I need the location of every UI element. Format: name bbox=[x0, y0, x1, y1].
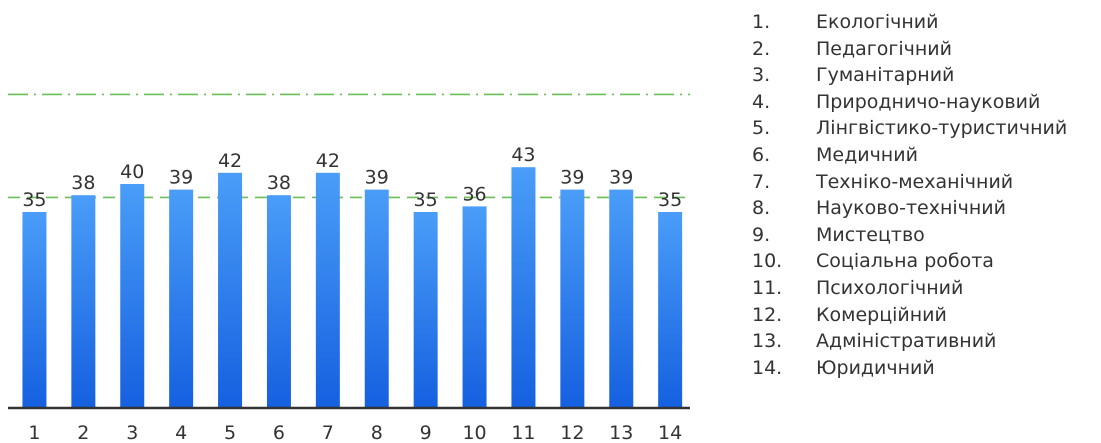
legend-item-1: 1. Екологічний bbox=[752, 9, 1067, 36]
x-tick-label-6: 6 bbox=[273, 422, 285, 443]
legend-item-number: 3. bbox=[752, 64, 771, 87]
legend-item-11: 11. Психологічний bbox=[752, 275, 1067, 302]
bar-9 bbox=[413, 212, 438, 408]
legend-item-4: 4. Природничо-науковий bbox=[752, 89, 1067, 116]
value-label-3: 40 bbox=[120, 161, 144, 183]
bars bbox=[22, 167, 683, 408]
x-tick-label-2: 2 bbox=[77, 422, 89, 443]
legend-item-number: 9. bbox=[752, 223, 771, 246]
x-tick-label-14: 14 bbox=[658, 422, 682, 443]
value-label-10: 36 bbox=[462, 183, 486, 205]
legend-item-8: 8. Науково-технічний bbox=[752, 195, 1067, 222]
legend-item-label: Соціальна робота bbox=[816, 250, 994, 273]
legend-item-label: Юридичний bbox=[816, 356, 935, 379]
bar-10 bbox=[462, 206, 487, 408]
x-tick-label-10: 10 bbox=[462, 422, 486, 443]
x-tick-label-9: 9 bbox=[420, 422, 432, 443]
legend-item-label: Педагогічний bbox=[816, 37, 952, 60]
x-tick-label-13: 13 bbox=[609, 422, 633, 443]
bar-7 bbox=[315, 172, 340, 408]
bar-13 bbox=[609, 189, 634, 408]
legend-item-number: 1. bbox=[752, 11, 771, 33]
bar-5 bbox=[218, 172, 243, 408]
legend-item-13: 13. Адміністративний bbox=[752, 328, 1067, 355]
legend-item-number: 10. bbox=[752, 250, 783, 273]
value-label-5: 42 bbox=[218, 150, 242, 172]
legend-item-14: 14. Юридичний bbox=[752, 355, 1067, 382]
legend-item-6: 6. Медичний bbox=[752, 142, 1067, 169]
bar-8 bbox=[364, 189, 389, 408]
value-labels: 35 38 40 39 42 38 42 39 35 36 43 39 39 35 bbox=[22, 144, 682, 211]
legend-item-number: 2. bbox=[752, 37, 771, 60]
legend-item-number: 11. bbox=[752, 276, 783, 299]
x-tick-label-11: 11 bbox=[511, 422, 535, 443]
bar-2 bbox=[71, 195, 96, 408]
legend-item-number: 4. bbox=[752, 90, 771, 113]
legend: 1. Екологічний 2. Педагогічний 3. Гуманітарни… bbox=[752, 9, 1067, 381]
x-tick-label-8: 8 bbox=[371, 422, 383, 443]
bar-14 bbox=[658, 212, 683, 408]
value-label-11: 43 bbox=[511, 144, 535, 166]
legend-item-label: Психологічний bbox=[816, 276, 964, 299]
legend-item-number: 5. bbox=[752, 117, 771, 140]
legend-item-2: 2. Педагогічний bbox=[752, 36, 1067, 63]
x-tick-labels: 1 2 3 4 5 6 7 8 9 10 11 12 13 14 bbox=[28, 422, 682, 443]
legend-item-7: 7. Техніко-механічний bbox=[752, 169, 1067, 196]
legend-item-number: 8. bbox=[752, 197, 771, 220]
value-label-4: 39 bbox=[169, 167, 193, 189]
x-tick-label-1: 1 bbox=[28, 422, 40, 443]
value-label-14: 35 bbox=[658, 189, 682, 211]
legend-item-9: 9. Мистецтво bbox=[752, 222, 1067, 249]
value-label-13: 39 bbox=[609, 167, 633, 189]
value-label-1: 35 bbox=[22, 189, 46, 211]
bar-12 bbox=[560, 189, 585, 408]
legend-item-label: Лінгвістико-туристичний bbox=[816, 117, 1068, 140]
x-tick-label-4: 4 bbox=[175, 422, 187, 443]
legend-item-number: 13. bbox=[752, 330, 783, 353]
x-tick-label-12: 12 bbox=[560, 422, 584, 443]
legend-item-label: Адміністративний bbox=[816, 330, 997, 353]
legend-item-label: Природничо-науковий bbox=[816, 90, 1041, 113]
value-label-8: 39 bbox=[365, 167, 389, 189]
bar-11 bbox=[511, 167, 536, 408]
bar-6 bbox=[266, 195, 291, 408]
legend-item-number: 12. bbox=[752, 303, 783, 326]
legend-item-label: Гуманітарний bbox=[816, 64, 955, 87]
bar-1 bbox=[22, 212, 47, 408]
legend-item-label: Медичний bbox=[816, 143, 918, 166]
legend-item-number: 14. bbox=[752, 356, 783, 379]
legend-item-label: Техніко-механічний bbox=[816, 170, 1014, 193]
legend-item-10: 10. Соціальна робота bbox=[752, 248, 1067, 275]
legend-item-number: 6. bbox=[752, 143, 771, 166]
legend-item-12: 12. Комерційний bbox=[752, 302, 1067, 329]
legend-item-3: 3. Гуманітарний bbox=[752, 62, 1067, 89]
value-label-6: 38 bbox=[267, 172, 291, 194]
value-label-7: 42 bbox=[316, 150, 340, 172]
value-label-12: 39 bbox=[560, 167, 584, 189]
legend-item-number: 7. bbox=[752, 170, 771, 193]
value-label-9: 35 bbox=[414, 189, 438, 211]
legend-item-5: 5. Лінгвістико-туристичний bbox=[752, 115, 1067, 142]
value-label-2: 38 bbox=[71, 172, 95, 194]
reference-lines bbox=[8, 93, 690, 199]
x-tick-label-7: 7 bbox=[322, 422, 334, 443]
legend-item-label: Екологічний bbox=[816, 11, 939, 33]
legend-item-label: Науково-технічний bbox=[816, 197, 1006, 220]
bar-4 bbox=[169, 189, 194, 408]
x-tick-label-3: 3 bbox=[126, 422, 138, 443]
legend-item-label: Мистецтво bbox=[816, 223, 925, 246]
bar-3 bbox=[120, 184, 145, 408]
x-tick-label-5: 5 bbox=[224, 422, 236, 443]
legend-item-label: Комерційний bbox=[816, 303, 947, 326]
